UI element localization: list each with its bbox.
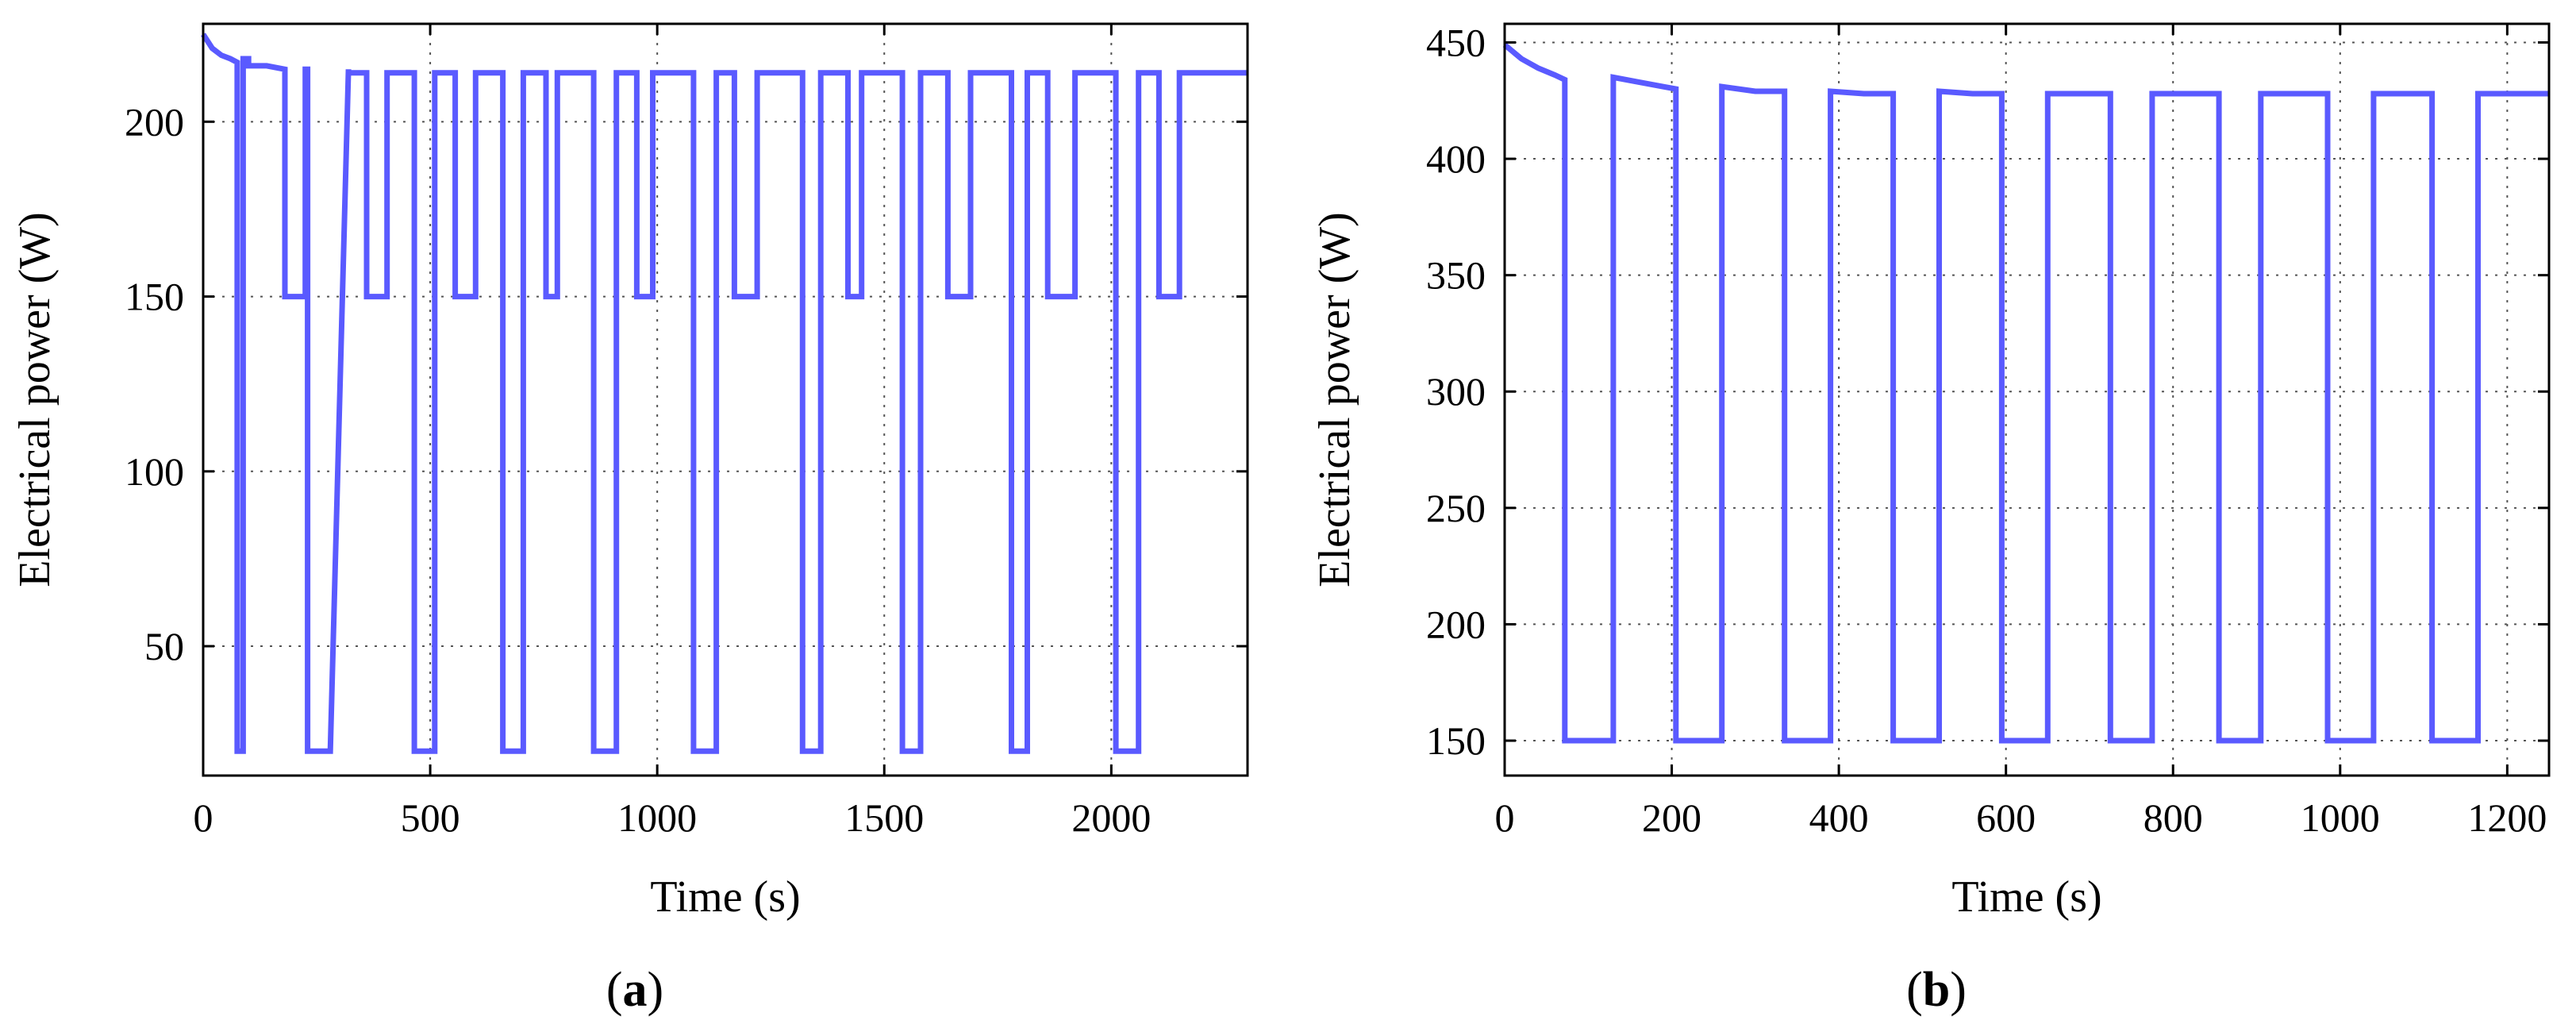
panel-a: 0 500 1000 1500 2000 50 100 150 200 Time (s) Elect… [10, 22, 1249, 1017]
x-tick-label: 1000 [617, 795, 697, 840]
y-tick-label: 150 [1426, 718, 1486, 763]
y-tick-label: 350 [1426, 253, 1486, 298]
x-tick-label: 500 [401, 795, 460, 840]
panel-label: (b) [1906, 963, 1967, 1017]
y-axis-label: Electrical power (W) [1310, 212, 1359, 587]
y-tick-label: 250 [1426, 486, 1486, 530]
y-tick-label: 450 [1426, 20, 1486, 64]
y-tick-label: 150 [125, 275, 184, 319]
x-tick-label: 1200 [2467, 795, 2547, 840]
panel-b: 0 200 400 600 800 1000 1200 150 200 250 300 350 400 4… [1310, 20, 2551, 1017]
y-tick-label: 200 [125, 99, 184, 144]
y-tick-label: 200 [1426, 602, 1486, 646]
x-axis-label: Time (s) [650, 872, 800, 922]
x-tick-label: 0 [1495, 795, 1515, 840]
y-tick-label: 100 [125, 449, 184, 494]
x-axis-label: Time (s) [1951, 872, 2101, 922]
x-tick-label: 200 [1642, 795, 1701, 840]
x-tick-label: 600 [1976, 795, 2036, 840]
series-line [201, 33, 1248, 754]
x-tick-label: 0 [194, 795, 213, 840]
series-line [1502, 42, 2549, 744]
x-tick-label: 800 [2143, 795, 2203, 840]
panel-label: (a) [606, 963, 663, 1017]
x-tick-label: 2000 [1071, 795, 1151, 840]
x-tick-label: 1000 [2301, 795, 2380, 840]
y-tick-label: 50 [144, 624, 184, 668]
y-tick-label: 300 [1426, 369, 1486, 414]
y-tick-label: 400 [1426, 137, 1486, 181]
x-tick-label: 1500 [844, 795, 924, 840]
y-axis-label: Electrical power (W) [10, 212, 60, 587]
plot-frame [1503, 22, 2551, 777]
plot-frame [202, 22, 1249, 777]
x-tick-label: 400 [1809, 795, 1869, 840]
